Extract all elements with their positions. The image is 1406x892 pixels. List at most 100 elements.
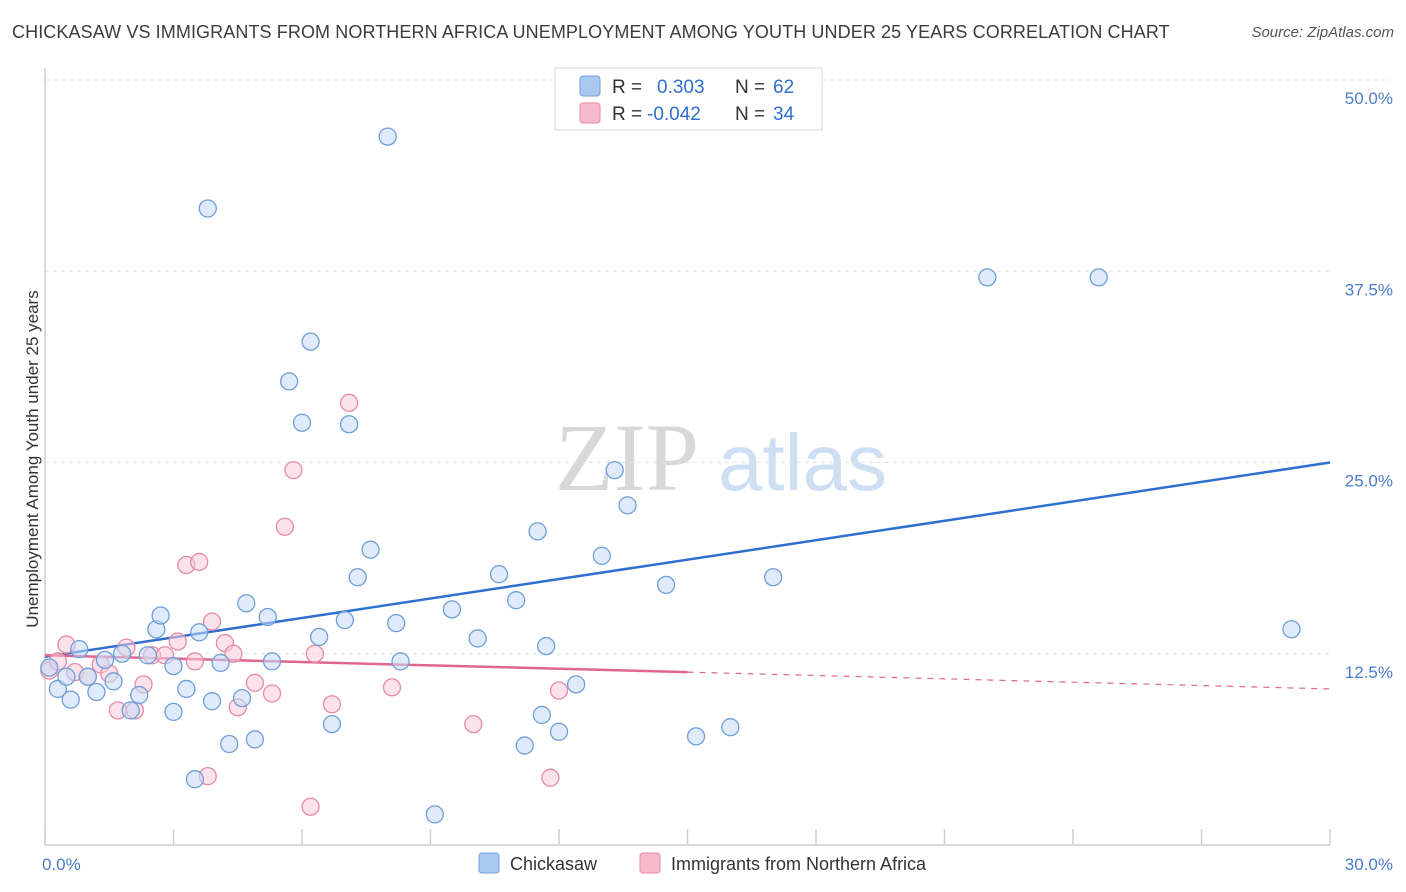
legend-swatch-chickasaw bbox=[579, 75, 601, 97]
data-point bbox=[507, 591, 526, 610]
data-point bbox=[322, 714, 342, 734]
data-point bbox=[202, 692, 222, 711]
data-point bbox=[537, 636, 556, 656]
x-tick-label: 0.0% bbox=[42, 855, 81, 874]
watermark-zip: ZIP bbox=[555, 404, 699, 511]
data-point bbox=[130, 685, 149, 705]
legend-r-value-immigrants: -0.042 bbox=[647, 104, 701, 125]
data-point bbox=[339, 393, 359, 412]
y-axis-label: Unemployment Among Youth under 25 years bbox=[23, 290, 42, 627]
data-point bbox=[566, 675, 586, 694]
data-point bbox=[40, 658, 59, 677]
legend-bottom-swatch-chickasaw bbox=[478, 852, 500, 874]
data-point bbox=[592, 546, 611, 565]
data-point bbox=[442, 600, 462, 619]
data-point bbox=[1282, 620, 1301, 639]
data-point bbox=[164, 702, 183, 722]
data-point bbox=[301, 332, 320, 351]
y-tick-label: 12.5% bbox=[1345, 663, 1393, 682]
data-point bbox=[292, 413, 312, 432]
legend-r-label-immigrants: R = bbox=[612, 104, 642, 125]
data-point bbox=[378, 127, 397, 146]
data-point bbox=[541, 768, 560, 787]
data-point bbox=[391, 652, 410, 671]
legend-bottom-swatch-immigrants bbox=[639, 852, 661, 874]
data-point bbox=[382, 678, 402, 697]
data-point bbox=[361, 540, 380, 559]
data-point bbox=[605, 460, 624, 480]
data-point bbox=[618, 496, 637, 515]
legend-bottom: Chickasaw Immigrants from Northern Afric… bbox=[478, 852, 927, 874]
data-point bbox=[686, 727, 706, 746]
data-point bbox=[211, 653, 230, 673]
data-point bbox=[168, 632, 187, 651]
data-point bbox=[275, 517, 295, 536]
data-point bbox=[151, 606, 170, 625]
data-point bbox=[262, 684, 282, 703]
data-point bbox=[335, 610, 354, 630]
data-point bbox=[138, 646, 157, 665]
source-credit: Source: ZipAtlas.com bbox=[1251, 24, 1394, 41]
data-point bbox=[70, 640, 89, 659]
data-point bbox=[121, 701, 140, 720]
chart-title: CHICKASAW VS IMMIGRANTS FROM NORTHERN AF… bbox=[12, 22, 1170, 42]
legend-n-value-immigrants: 34 bbox=[773, 104, 795, 125]
data-point bbox=[185, 652, 205, 671]
data-point bbox=[348, 568, 367, 587]
legend-bottom-label-chickasaw: Chickasaw bbox=[510, 854, 598, 874]
watermark-atlas: atlas bbox=[718, 418, 887, 507]
data-point bbox=[309, 627, 329, 647]
data-point bbox=[532, 705, 552, 725]
data-point bbox=[387, 614, 406, 633]
tick-labels: 12.5% 25.0% 37.5% 50.0% 0.0% 30.0% bbox=[42, 89, 1393, 874]
legend-r-label-chickasaw: R = bbox=[612, 77, 642, 98]
data-point bbox=[95, 650, 115, 670]
data-point bbox=[87, 682, 106, 702]
data-point bbox=[190, 623, 209, 642]
data-point bbox=[61, 690, 80, 709]
data-points bbox=[40, 127, 1301, 824]
trend-line bbox=[44, 461, 1331, 659]
legend-swatch-immigrants bbox=[579, 102, 601, 124]
data-point bbox=[279, 372, 299, 391]
data-point bbox=[425, 805, 444, 824]
data-point bbox=[78, 667, 97, 686]
data-point bbox=[224, 644, 243, 663]
legend-top: R = 0.303 N = 62 R = -0.042 N = 34 bbox=[554, 67, 823, 131]
legend-n-label-chickasaw: N = bbox=[735, 77, 765, 98]
data-point bbox=[202, 612, 222, 631]
data-point bbox=[220, 734, 239, 754]
x-tick-label: 30.0% bbox=[1345, 855, 1393, 874]
data-point bbox=[112, 644, 132, 663]
data-point bbox=[262, 652, 282, 671]
data-point bbox=[164, 656, 183, 676]
data-point bbox=[721, 718, 740, 737]
trend-line-extension bbox=[687, 671, 1331, 690]
data-point bbox=[464, 714, 483, 734]
data-point bbox=[57, 667, 76, 686]
data-point bbox=[232, 688, 252, 708]
data-point bbox=[656, 575, 676, 595]
y-tick-label: 50.0% bbox=[1345, 89, 1393, 108]
data-point bbox=[237, 594, 256, 613]
legend-n-label-immigrants: N = bbox=[735, 104, 765, 125]
data-point bbox=[1089, 268, 1108, 287]
legend-r-value-chickasaw: 0.303 bbox=[657, 77, 705, 98]
data-point bbox=[177, 679, 196, 699]
data-point bbox=[245, 673, 265, 692]
y-tick-label: 25.0% bbox=[1345, 472, 1393, 491]
axes bbox=[44, 68, 1331, 846]
data-point bbox=[339, 415, 359, 434]
data-point bbox=[549, 681, 569, 700]
data-point bbox=[301, 797, 320, 816]
data-point bbox=[185, 770, 205, 789]
data-point bbox=[468, 629, 487, 648]
data-point bbox=[258, 607, 277, 627]
data-point bbox=[245, 730, 265, 749]
data-point bbox=[489, 565, 509, 584]
data-point bbox=[978, 268, 997, 287]
data-point bbox=[549, 722, 569, 741]
legend-n-value-chickasaw: 62 bbox=[773, 77, 794, 98]
data-point bbox=[528, 522, 547, 541]
